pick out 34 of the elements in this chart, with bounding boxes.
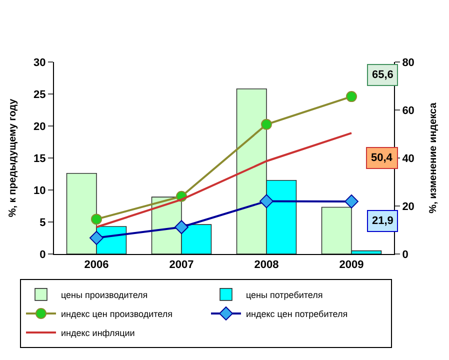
y-axis-title: %, к предыдущему году [8,98,19,218]
annotation: 65,6 [372,69,394,81]
x-tick-label: 2007 [169,259,194,272]
y2-tick-label: 0 [402,248,408,261]
y2-axis-title: %, изменение индекса [428,102,439,214]
point [174,220,188,234]
point [90,230,104,245]
x-tick-label: 2006 [84,259,109,272]
y-tick-label: 5 [40,216,46,229]
x-tick-label: 2008 [254,259,279,272]
point [91,214,102,225]
annotation: 21,9 [372,215,394,227]
point [346,91,357,102]
y2-tick-label: 20 [402,200,414,213]
point [261,118,272,130]
y2-tick-label: 60 [402,104,414,117]
y-tick-label: 20 [34,120,46,133]
y-tick-label: 30 [34,56,46,69]
x-tick-label: 2009 [339,259,364,272]
y2-tick-label: 40 [402,152,414,165]
y-tick-label: 25 [34,88,46,101]
y2-tick-label: 80 [402,56,414,69]
point [344,194,358,208]
legend-label: цены производителя [61,290,148,300]
legend-label: индекс цен потребителя [246,308,348,319]
y-tick-label: 0 [40,248,46,261]
line-series [96,132,352,228]
legend-label: индекс инфляции [61,328,135,338]
y-tick-label: 15 [34,152,46,165]
annotation: 50,4 [371,152,394,164]
legend-label: индекс цен производителя [61,308,173,319]
y-tick-label: 10 [34,184,46,197]
point [260,194,274,208]
legend-label: цены потребителя [246,290,323,300]
